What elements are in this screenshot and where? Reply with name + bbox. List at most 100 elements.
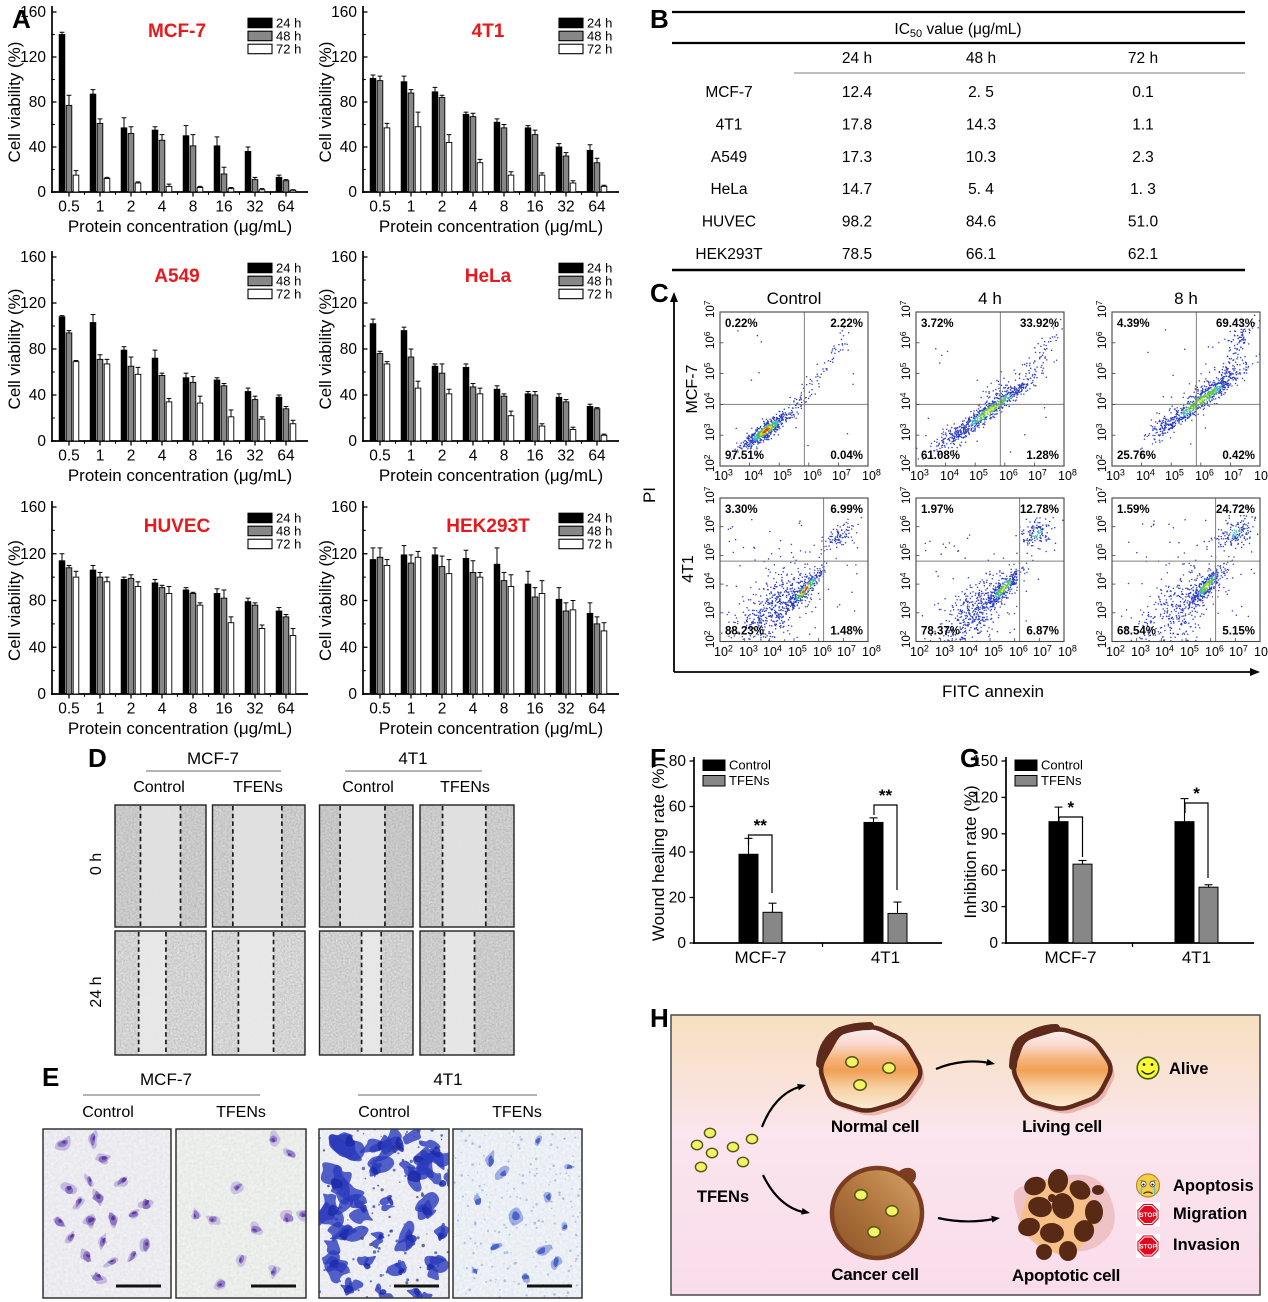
svg-text:48 h: 48 h [587,273,612,288]
svg-text:5. 4: 5. 4 [968,181,994,198]
svg-text:17.3: 17.3 [842,149,872,166]
svg-text:24 h: 24 h [276,260,301,275]
svg-text:120: 120 [20,49,46,66]
svg-text:14.3: 14.3 [966,116,996,133]
svg-text:1: 1 [96,701,105,718]
svg-text:8: 8 [500,701,509,718]
svg-text:33.92%: 33.92% [1020,318,1059,330]
svg-text:1: 1 [96,199,105,216]
svg-text:0.22%: 0.22% [725,318,758,330]
svg-text:48 h: 48 h [966,50,996,67]
svg-text:2. 5: 2. 5 [968,84,994,101]
svg-text:4: 4 [158,448,167,465]
svg-text:Protein concentration (μg/mL): Protein concentration (μg/mL) [68,217,292,236]
svg-text:48 h: 48 h [276,523,301,538]
svg-text:40: 40 [340,139,358,156]
svg-text:0.5: 0.5 [369,199,391,216]
svg-text:24 h: 24 h [587,260,612,275]
svg-text:72 h: 72 h [276,41,301,56]
svg-text:64: 64 [277,199,295,216]
svg-text:48 h: 48 h [276,273,301,288]
svg-text:72 h: 72 h [276,286,301,301]
svg-text:1: 1 [407,701,416,718]
svg-text:0.5: 0.5 [58,448,80,465]
svg-text:120: 120 [20,546,46,563]
svg-text:32: 32 [246,701,263,718]
svg-text:0: 0 [348,184,357,201]
svg-text:24 h: 24 h [587,15,612,30]
svg-text:24 h: 24 h [587,510,612,525]
svg-text:FITC annexin: FITC annexin [942,682,1044,701]
svg-text:0: 0 [37,686,46,703]
svg-text:A: A [12,4,31,34]
svg-text:HEK293T: HEK293T [446,516,530,537]
svg-text:51.0: 51.0 [1128,214,1159,231]
svg-text:1: 1 [407,448,416,465]
svg-text:1: 1 [407,199,416,216]
svg-text:2.22%: 2.22% [830,318,863,330]
svg-text:97.51%: 97.51% [725,450,764,462]
svg-text:64: 64 [277,448,295,465]
svg-text:Protein concentration (μg/mL): Protein concentration (μg/mL) [379,217,603,236]
svg-text:48 h: 48 h [276,28,301,43]
svg-text:Cell viability (%): Cell viability (%) [5,42,24,163]
svg-text:78.5: 78.5 [842,246,872,263]
svg-text:0.5: 0.5 [369,448,391,465]
svg-text:40: 40 [340,639,358,656]
svg-text:160: 160 [331,4,357,21]
svg-text:1.28%: 1.28% [1026,450,1059,462]
svg-text:32: 32 [557,448,574,465]
svg-text:0.04%: 0.04% [830,450,863,462]
svg-text:4: 4 [158,199,167,216]
svg-text:B: B [650,4,669,34]
svg-text:8: 8 [500,448,509,465]
svg-text:40: 40 [29,639,47,656]
svg-text:3.30%: 3.30% [725,504,758,516]
svg-text:Cell viability (%): Cell viability (%) [5,289,24,410]
svg-text:40: 40 [29,387,47,404]
svg-text:120: 120 [331,546,357,563]
svg-text:160: 160 [331,499,357,516]
svg-text:A549: A549 [711,149,747,166]
svg-text:16: 16 [215,701,232,718]
svg-text:16: 16 [215,199,232,216]
svg-text:MCF-7: MCF-7 [148,21,206,42]
svg-text:0.5: 0.5 [369,701,391,718]
svg-text:16: 16 [215,448,232,465]
svg-text:0.42%: 0.42% [1222,450,1255,462]
svg-text:4: 4 [469,701,478,718]
svg-text:160: 160 [20,249,46,266]
svg-text:2: 2 [438,701,447,718]
svg-text:64: 64 [588,448,606,465]
svg-text:66.1: 66.1 [966,246,996,263]
svg-text:16: 16 [526,701,543,718]
svg-text:72 h: 72 h [587,41,612,56]
svg-text:40: 40 [29,139,47,156]
svg-text:Cell viability (%): Cell viability (%) [316,540,335,661]
svg-text:8: 8 [189,701,198,718]
svg-text:16: 16 [526,199,543,216]
svg-text:0.5: 0.5 [58,701,80,718]
svg-text:98.2: 98.2 [842,214,872,231]
svg-text:C: C [650,278,669,308]
svg-text:25.76%: 25.76% [1117,450,1156,462]
svg-text:Protein concentration (μg/mL): Protein concentration (μg/mL) [68,466,292,485]
svg-text:2: 2 [127,199,136,216]
svg-text:24 h: 24 h [276,15,301,30]
svg-text:0.1: 0.1 [1132,84,1154,101]
svg-text:72 h: 72 h [1128,50,1158,67]
svg-text:HeLa: HeLa [465,266,512,287]
svg-text:1. 3: 1. 3 [1130,181,1156,198]
svg-text:HUVEC: HUVEC [144,516,211,537]
svg-text:84.6: 84.6 [966,214,996,231]
svg-text:160: 160 [331,249,357,266]
svg-text:4T1: 4T1 [472,21,505,42]
svg-text:Protein concentration (μg/mL): Protein concentration (μg/mL) [68,719,292,738]
svg-text:HEK293T: HEK293T [695,246,763,263]
svg-text:69.43%: 69.43% [1216,318,1255,330]
svg-text:80: 80 [340,593,358,610]
svg-text:32: 32 [246,199,263,216]
svg-text:3.72%: 3.72% [921,318,954,330]
svg-text:0: 0 [37,433,46,450]
svg-text:MCF-7: MCF-7 [705,84,752,101]
